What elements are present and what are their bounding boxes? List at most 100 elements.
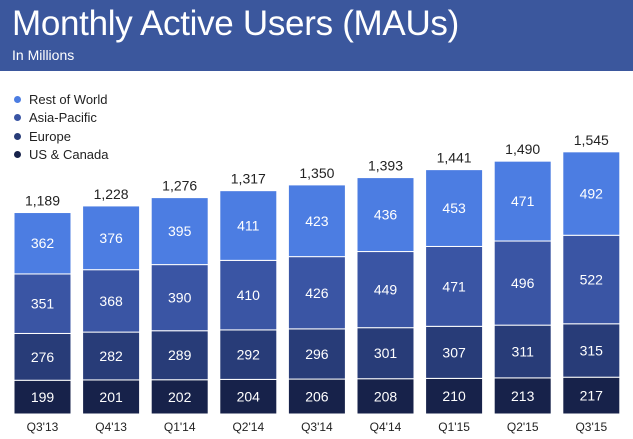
- data-label-europe: 307: [442, 344, 466, 360]
- data-label-asia-pacific: 351: [31, 296, 55, 312]
- bar-segment-rest-of-world: [287, 184, 346, 258]
- data-label-asia-pacific: 410: [237, 287, 261, 303]
- bar-segment-asia-pacific: [150, 264, 209, 332]
- bar-segment-europe: [82, 331, 141, 381]
- x-tick-label: Q2'15: [507, 420, 539, 434]
- total-label: 1,276: [162, 178, 197, 194]
- x-tick-label: Q4'14: [370, 420, 402, 434]
- total-label: 1,228: [94, 186, 129, 202]
- legend-swatch-europe: [14, 132, 21, 140]
- legend-item-asia-pacific: Asia-Pacific: [14, 109, 109, 128]
- data-label-europe: 289: [168, 347, 192, 363]
- legend-label-europe: Europe: [29, 128, 71, 144]
- data-label-europe: 311: [512, 344, 535, 360]
- total-label: 1,189: [25, 193, 60, 209]
- bar-segment-us-canada: [13, 379, 72, 415]
- x-tick-label: Q2'14: [232, 420, 264, 434]
- total-label: 1,441: [437, 150, 472, 166]
- total-label: 1,317: [231, 171, 266, 187]
- legend-swatch-rest-of-world: [14, 95, 21, 103]
- page-title: Monthly Active Users (MAUs): [12, 4, 459, 43]
- legend-label-rest-of-world: Rest of World: [29, 91, 108, 107]
- data-label-rest-of-world: 411: [237, 218, 260, 234]
- data-label-asia-pacific: 496: [511, 275, 535, 291]
- data-label-us-canada: 217: [580, 388, 604, 404]
- data-label-rest-of-world: 436: [374, 207, 398, 223]
- bar-segment-rest-of-world: [562, 151, 621, 236]
- data-label-us-canada: 199: [31, 389, 55, 405]
- bar-segment-asia-pacific: [287, 256, 346, 330]
- bar-segment-rest-of-world: [356, 177, 415, 253]
- data-label-us-canada: 213: [511, 388, 535, 404]
- header-banner: Monthly Active Users (MAUs) In Millions: [0, 0, 633, 71]
- chart-legend: Rest of World Asia-Pacific Europe US & C…: [14, 90, 109, 164]
- data-label-asia-pacific: 471: [442, 278, 466, 294]
- data-label-asia-pacific: 522: [580, 272, 604, 288]
- data-label-europe: 296: [305, 346, 329, 362]
- bar-segment-europe: [287, 328, 346, 380]
- bar-segment-europe: [219, 329, 278, 380]
- bar-segment-rest-of-world: [219, 190, 278, 261]
- bar-segment-rest-of-world: [425, 169, 484, 247]
- legend-label-asia-pacific: Asia-Pacific: [29, 110, 97, 126]
- data-label-us-canada: 210: [442, 388, 466, 404]
- bar-segment-europe: [150, 330, 209, 381]
- data-label-rest-of-world: 376: [99, 230, 123, 246]
- bar-segment-us-canada: [82, 379, 141, 415]
- data-label-rest-of-world: 423: [305, 213, 329, 229]
- bar-segment-asia-pacific: [13, 273, 72, 334]
- data-label-europe: 292: [237, 347, 261, 363]
- legend-item-europe: Europe: [14, 127, 109, 146]
- bar-segment-us-canada: [219, 378, 278, 415]
- bar-segment-us-canada: [356, 378, 415, 415]
- data-label-europe: 315: [580, 342, 604, 358]
- data-label-asia-pacific: 390: [168, 290, 192, 306]
- x-tick-label: Q1'15: [438, 420, 470, 434]
- total-label: 1,490: [505, 141, 540, 157]
- bar-segment-asia-pacific: [562, 234, 621, 325]
- bar-segment-europe: [562, 323, 621, 378]
- total-label: 1,393: [368, 158, 403, 174]
- legend-label-us-canada: US & Canada: [29, 147, 109, 163]
- bar-segment-us-canada: [150, 379, 209, 415]
- bar-segment-rest-of-world: [150, 197, 209, 266]
- data-label-us-canada: 208: [374, 388, 398, 404]
- data-label-europe: 282: [99, 348, 123, 364]
- legend-swatch-asia-pacific: [14, 114, 21, 122]
- data-label-us-canada: 206: [305, 389, 329, 405]
- data-label-rest-of-world: 492: [580, 186, 604, 202]
- x-tick-label: Q3'13: [27, 420, 59, 434]
- data-label-europe: 301: [374, 345, 398, 361]
- bar-segment-rest-of-world: [82, 205, 141, 271]
- bar-segment-rest-of-world: [493, 160, 552, 242]
- data-label-us-canada: 202: [168, 389, 192, 405]
- bar-segment-rest-of-world: [13, 212, 72, 275]
- bar-segment-europe: [13, 332, 72, 381]
- total-label: 1,545: [574, 132, 609, 148]
- total-label: 1,350: [299, 165, 334, 181]
- data-label-us-canada: 201: [99, 389, 123, 405]
- bar-segment-europe: [425, 325, 484, 379]
- data-label-europe: 276: [31, 349, 55, 365]
- legend-swatch-us-canada: [14, 151, 21, 159]
- bar-segment-asia-pacific: [425, 245, 484, 327]
- legend-item-rest-of-world: Rest of World: [14, 90, 109, 109]
- data-label-rest-of-world: 453: [442, 200, 466, 216]
- bar-segment-asia-pacific: [82, 269, 141, 333]
- page-subtitle: In Millions: [12, 47, 75, 63]
- bar-segment-europe: [356, 327, 415, 380]
- x-tick-label: Q3'14: [301, 420, 333, 434]
- data-label-rest-of-world: 362: [31, 235, 55, 251]
- bar-segment-asia-pacific: [356, 251, 415, 329]
- bar-segment-asia-pacific: [219, 259, 278, 331]
- legend-item-us-canada: US & Canada: [14, 146, 109, 165]
- data-label-rest-of-world: 395: [168, 223, 192, 239]
- data-label-asia-pacific: 426: [305, 285, 329, 301]
- x-tick-label: Q4'13: [95, 420, 127, 434]
- data-label-us-canada: 204: [237, 389, 261, 405]
- x-tick-label: Q3'15: [575, 420, 607, 434]
- data-label-rest-of-world: 471: [511, 193, 535, 209]
- data-label-asia-pacific: 368: [99, 293, 123, 309]
- x-tick-label: Q1'14: [164, 420, 196, 434]
